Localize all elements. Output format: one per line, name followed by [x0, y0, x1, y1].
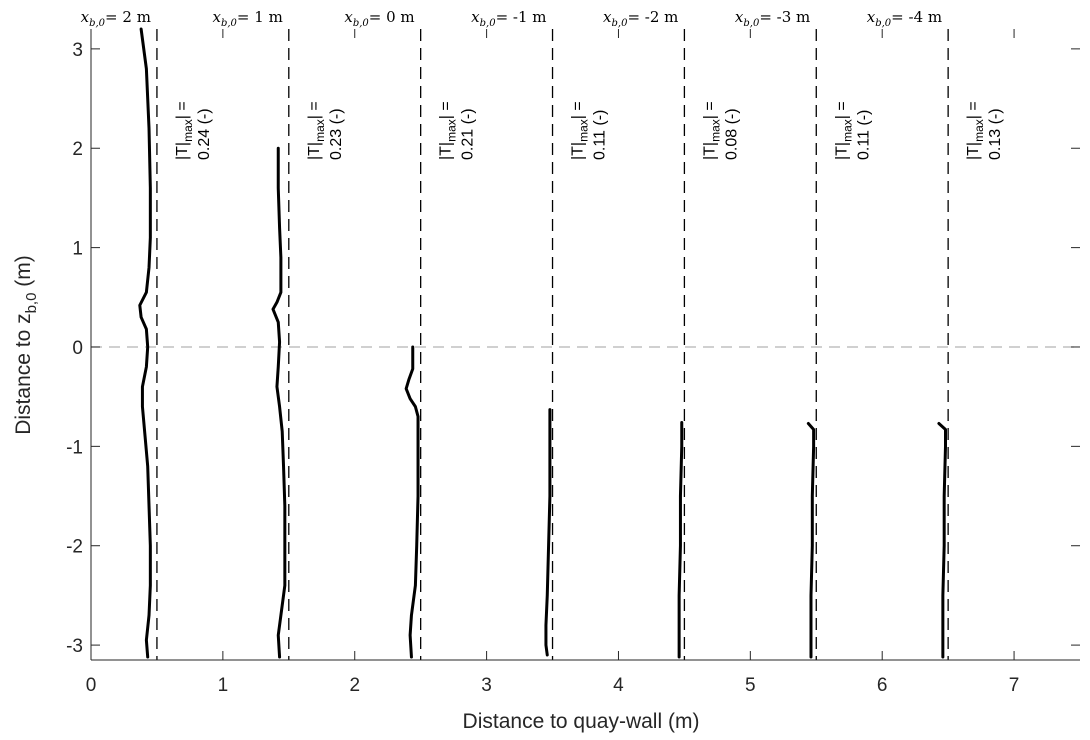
y-tick-label: 3	[72, 40, 83, 61]
top-label-4: xb,0= -2 m	[603, 8, 678, 29]
tmax-prefix: |T|	[438, 142, 455, 160]
tmax-prefix: |T|	[833, 142, 850, 160]
x-tick-label: 4	[613, 675, 624, 696]
y-tick-label: -1	[66, 437, 83, 458]
tmax-label-2: |T|max| =	[438, 101, 459, 160]
top-label-var: x	[471, 8, 480, 26]
top-label-sub: b,0	[875, 18, 892, 29]
tmax-value-3: 0.11 (-)	[592, 110, 609, 160]
tmax-prefix: |T|	[570, 142, 587, 160]
tmax-value-1: 0.23 (-)	[328, 108, 345, 160]
tmax-suffix: | =	[438, 101, 455, 119]
x-tick-label: 3	[481, 675, 492, 696]
wall-lines-layer	[156, 29, 949, 660]
tmax-label-0: |T|max| =	[174, 101, 195, 160]
annotations-layer: |T|max| = 0.24 (-) |T|max| = 0.23 (-) |T|max…	[174, 101, 1004, 160]
top-label-var: x	[344, 8, 353, 26]
tmax-sub: max	[445, 119, 459, 142]
top-label-value: = 0 m	[369, 8, 415, 26]
x-axis-label: Distance to quay-wall (m)	[463, 710, 700, 733]
tmax-suffix: | =	[965, 101, 982, 119]
y-axis-label-main: Distance to z	[12, 313, 35, 434]
axes-layer: 0 1 2 3 4 5 6 7 -3 -2 -1 0 1 2 3	[66, 29, 1080, 696]
tmax-prefix: |T|	[701, 142, 718, 160]
top-label-value: = -4 m	[891, 8, 942, 26]
tmax-label-6: |T|max| =	[965, 101, 986, 160]
y-axis-label: Distance to zb,0 (m)	[12, 255, 40, 435]
tmax-label-1: |T|max| =	[306, 101, 327, 160]
tmax-sub: max	[972, 119, 986, 142]
profile-line-1	[271, 146, 287, 659]
y-tick-label: 2	[72, 139, 83, 160]
top-label-value: = 2 m	[105, 8, 151, 26]
x-tick-label: 5	[745, 675, 756, 696]
profile-line-0	[138, 27, 152, 659]
top-label-var: x	[867, 8, 876, 26]
tmax-label-3: |T|max| =	[570, 101, 591, 160]
y-axis-label-suffix: (m)	[12, 255, 35, 292]
tmax-prefix: |T|	[174, 142, 191, 160]
x-tick-label: 2	[349, 675, 360, 696]
x-tick-label: 0	[86, 675, 97, 696]
top-label-3: xb,0= -1 m	[471, 8, 546, 29]
top-label-sub: b,0	[611, 18, 628, 29]
x-tick-label: 1	[218, 675, 229, 696]
top-label-var: x	[81, 8, 90, 26]
tmax-suffix: | =	[701, 101, 718, 119]
top-label-value: = -2 m	[627, 8, 678, 26]
tmax-value-6: 0.13 (-)	[987, 108, 1004, 160]
profile-line-5	[806, 422, 816, 659]
tmax-prefix: |T|	[306, 142, 323, 160]
top-label-5: xb,0= -3 m	[735, 8, 810, 29]
tmax-suffix: | =	[833, 101, 850, 119]
top-label-value: = 1 m	[237, 8, 283, 26]
top-label-value: = -3 m	[759, 8, 810, 26]
tmax-label-4: |T|max| =	[701, 101, 722, 160]
x-tick-label: 6	[877, 675, 888, 696]
tmax-sub: max	[708, 119, 722, 142]
tmax-suffix: | =	[570, 101, 587, 119]
profiles-layer	[138, 27, 947, 659]
y-tick-label: -3	[66, 636, 83, 657]
top-label-sub: b,0	[353, 18, 370, 29]
top-label-var: x	[735, 8, 744, 26]
top-label-var: x	[603, 8, 612, 26]
top-labels-layer: xb,0= 2 m xb,0= 1 m xb,0= 0 m xb,0= -1 m xb,…	[81, 8, 942, 29]
y-axis-label-sub: b,0	[23, 293, 40, 314]
tmax-prefix: |T|	[965, 142, 982, 160]
profile-line-3	[544, 408, 552, 657]
y-tick-label: 0	[72, 338, 83, 359]
tmax-sub: max	[840, 119, 854, 142]
tmax-sub: max	[181, 119, 195, 142]
tmax-label-5: |T|max| =	[833, 101, 854, 160]
top-label-value: = -1 m	[496, 8, 547, 26]
profile-line-2	[404, 345, 420, 659]
tmax-value-5: 0.11 (-)	[855, 110, 872, 160]
tmax-value-2: 0.21 (-)	[460, 108, 477, 160]
tmax-value-0: 0.24 (-)	[196, 108, 213, 160]
top-label-var: x	[213, 8, 222, 26]
y-tick-label: -2	[66, 537, 83, 558]
top-label-sub: b,0	[743, 18, 760, 29]
top-label-sub: b,0	[89, 18, 106, 29]
tmax-suffix: | =	[306, 101, 323, 119]
tmax-value-4: 0.08 (-)	[723, 108, 740, 160]
x-tick-label: 7	[1009, 675, 1020, 696]
profile-line-6	[937, 422, 947, 659]
top-label-sub: b,0	[480, 18, 497, 29]
profile-line-4	[677, 421, 684, 659]
top-label-2: xb,0= 0 m	[344, 8, 414, 29]
y-tick-label: 1	[72, 239, 83, 260]
top-label-sub: b,0	[221, 18, 238, 29]
tmax-sub: max	[313, 119, 327, 142]
top-label-6: xb,0= -4 m	[867, 8, 942, 29]
top-label-1: xb,0= 1 m	[213, 8, 283, 29]
tmax-sub: max	[577, 119, 591, 142]
top-label-0: xb,0= 2 m	[81, 8, 151, 29]
tmax-suffix: | =	[174, 101, 191, 119]
